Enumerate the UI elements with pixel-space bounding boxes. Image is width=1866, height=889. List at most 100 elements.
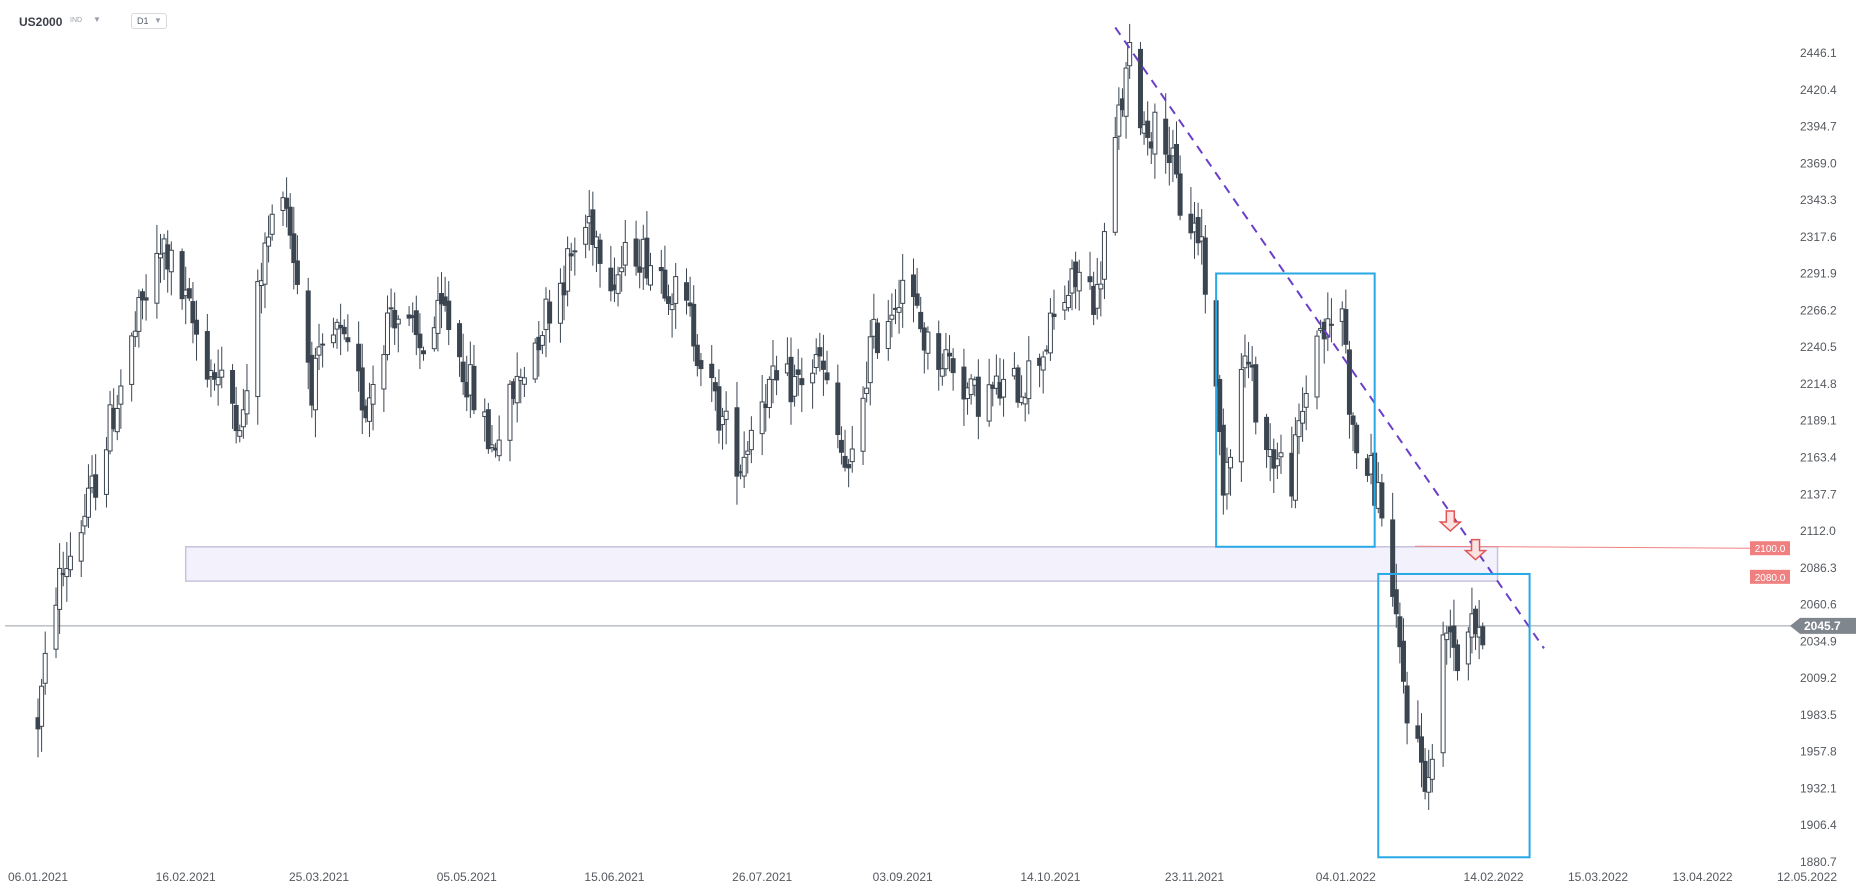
support-zone-layer	[184, 546, 1499, 582]
candle-body	[132, 330, 138, 338]
x-tick-label: 03.09.2021	[873, 870, 933, 884]
candle-body	[838, 439, 844, 453]
candle-body	[943, 349, 949, 370]
candle-body	[1238, 368, 1244, 463]
highlight-box	[1377, 572, 1531, 859]
candle	[975, 359, 981, 440]
candle-body	[1051, 313, 1057, 318]
candle-body	[885, 321, 891, 349]
candle	[734, 381, 740, 505]
candle	[824, 350, 830, 385]
y-tick-label: 2317.6	[1800, 230, 1837, 244]
candle	[647, 252, 653, 291]
x-tick-label: 06.01.2021	[8, 870, 68, 884]
candle	[1015, 364, 1021, 408]
candle	[233, 386, 239, 444]
candle-body	[936, 333, 942, 370]
candle-body	[287, 206, 293, 236]
candle	[597, 233, 603, 288]
candle-body	[1253, 364, 1259, 423]
candle	[633, 220, 639, 276]
candle-body	[395, 318, 401, 325]
candle	[1087, 251, 1093, 290]
candle-body	[849, 448, 855, 463]
candle	[359, 343, 365, 435]
candle-body	[1022, 397, 1028, 405]
candle-body	[741, 456, 747, 477]
candle-body	[846, 463, 852, 469]
candle	[748, 416, 754, 464]
candle-body	[975, 376, 981, 417]
candle	[694, 334, 700, 377]
candle	[136, 289, 142, 348]
candle	[622, 219, 628, 277]
candle	[820, 334, 826, 396]
candle-body	[266, 236, 272, 247]
candle	[1001, 359, 1007, 417]
candle	[1354, 422, 1360, 470]
candle-body	[1455, 644, 1461, 672]
candle	[1400, 618, 1406, 694]
x-tick-label: 05.05.2021	[437, 870, 497, 884]
level-tag	[1750, 569, 1790, 584]
timeframe-select[interactable]: D1 ▼	[131, 13, 167, 29]
candle-body	[330, 334, 336, 344]
candle-body	[1350, 415, 1356, 425]
candle	[637, 239, 643, 289]
candle-body	[230, 369, 236, 404]
candle	[460, 333, 466, 395]
candle	[1480, 622, 1486, 650]
y-tick-label: 2394.7	[1800, 120, 1837, 134]
candle-body	[1314, 335, 1320, 398]
down-arrow-icon	[1463, 538, 1488, 561]
candle	[381, 345, 387, 412]
candle	[684, 268, 690, 315]
candle	[741, 431, 747, 489]
candle	[186, 277, 192, 302]
candle	[565, 236, 571, 307]
candle	[947, 335, 953, 372]
candle-body	[244, 390, 250, 415]
candle-body	[547, 301, 553, 324]
candle-body	[64, 568, 70, 578]
drawings-layer	[1114, 26, 1751, 859]
candle-body	[813, 354, 819, 369]
candle-body	[820, 360, 826, 370]
candle	[338, 303, 344, 356]
y-tick-label: 2163.4	[1800, 451, 1837, 465]
candle	[85, 464, 91, 529]
symbol-name[interactable]: US2000	[19, 15, 63, 29]
candle-body	[384, 312, 390, 356]
candle-body	[766, 378, 772, 409]
candle-body	[1292, 434, 1298, 501]
candle	[813, 338, 819, 375]
candle	[842, 429, 848, 472]
candle-body	[212, 372, 218, 380]
candle	[698, 353, 704, 387]
candle	[1112, 116, 1118, 236]
candle-body	[590, 209, 596, 245]
last-price-label: 2045.7	[1804, 619, 1841, 633]
candle	[388, 288, 394, 328]
candle-body	[658, 267, 664, 272]
candle	[1051, 289, 1057, 330]
candle	[1238, 353, 1244, 483]
candle-body	[918, 311, 924, 330]
candle	[1137, 41, 1143, 136]
candle	[1145, 101, 1151, 156]
candle	[190, 282, 196, 344]
candle-body	[1047, 312, 1053, 354]
candle	[334, 318, 340, 349]
candle-body	[1343, 309, 1349, 345]
candle	[1346, 340, 1352, 439]
candle-body	[860, 397, 866, 452]
candle-body	[82, 515, 88, 527]
candle-body	[817, 347, 823, 357]
candle-body	[262, 242, 268, 285]
candle	[1101, 222, 1107, 300]
candle	[1415, 700, 1421, 743]
candle	[795, 348, 801, 396]
candle	[900, 253, 906, 328]
symbol-chevron-down-icon[interactable]: ▼	[93, 15, 101, 24]
